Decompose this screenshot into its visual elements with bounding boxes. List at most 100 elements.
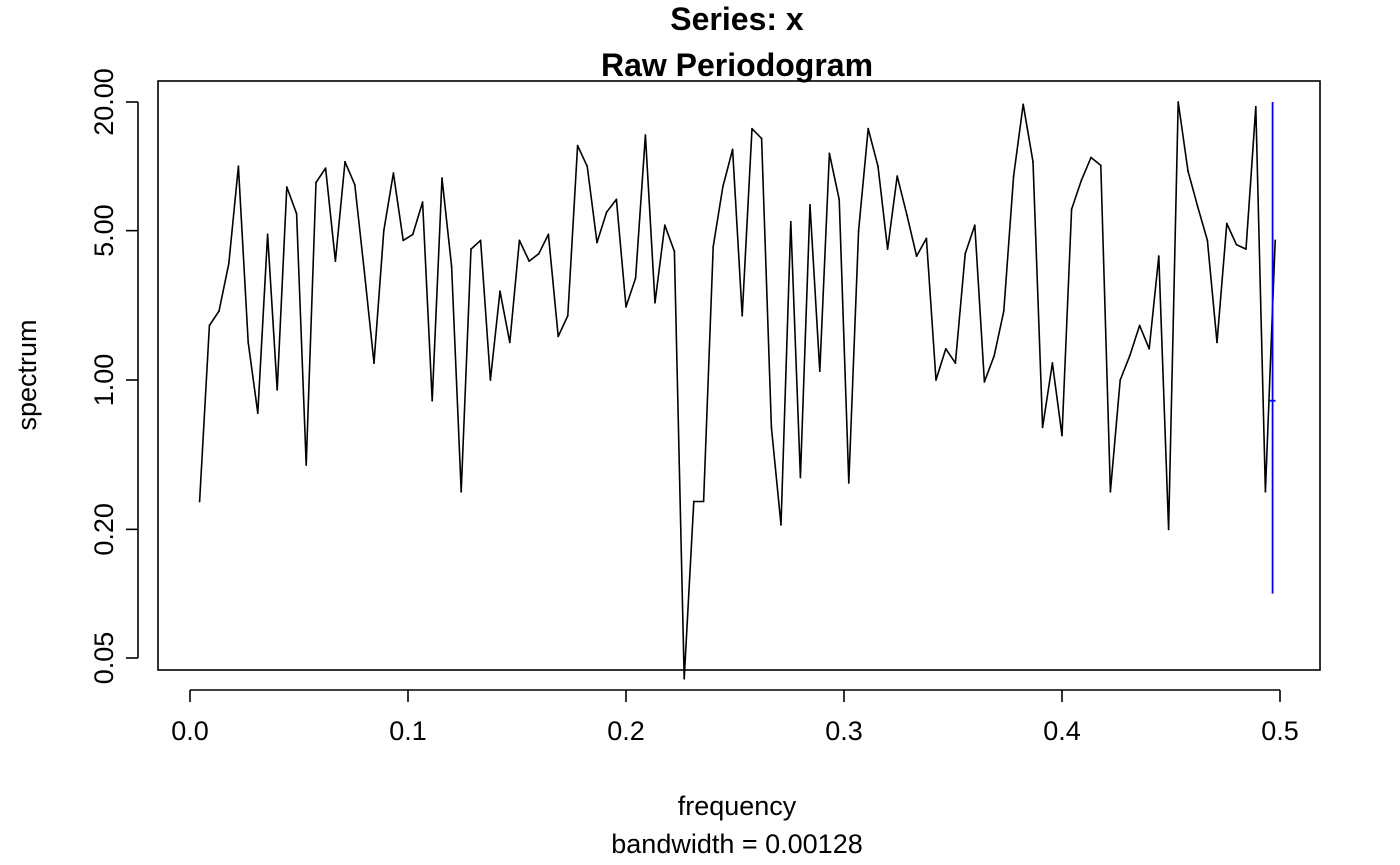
data-point [470,248,472,250]
data-point [411,233,414,236]
y-tick-label: 1.00 [89,354,119,407]
data-point [702,500,705,503]
chart-subtitle: Raw Periodogram [601,47,873,83]
data-point [382,229,385,232]
data-point [528,260,531,263]
data-point [847,481,850,484]
data-point [402,239,405,242]
data-point [692,500,695,503]
data-point [789,220,792,223]
data-point [508,341,511,344]
data-point [1264,490,1267,493]
data-point [1032,160,1034,163]
data-point [489,379,492,381]
data-point [993,354,996,357]
data-point [906,214,908,217]
data-point [285,186,288,188]
data-point [741,314,744,317]
data-point [896,175,899,178]
data-point [770,426,773,429]
confidence-interval-bar [1269,102,1276,594]
data-point [392,172,395,174]
data-point [983,380,986,383]
data-point [964,252,967,255]
x-axis: 0.0 0.1 0.2 0.3 0.4 0.5 [171,689,1299,746]
data-point [1157,255,1160,258]
data-point [373,362,375,364]
data-point [276,388,279,391]
data-point [547,233,550,236]
data-point [596,241,598,244]
data-point [1245,248,1247,250]
data-point [780,523,782,526]
x-tick-label: 0.3 [825,716,863,746]
data-point [1061,434,1063,437]
data-point [421,201,424,204]
y-axis-label: spectrum [12,319,42,430]
data-point [1225,222,1228,225]
data-point [915,255,918,258]
data-point [586,165,589,168]
x-axis-label: frequency [678,791,797,821]
data-point [1187,170,1189,172]
data-point [828,152,831,155]
data-point [237,165,240,168]
data-point [566,314,569,317]
data-point [1254,105,1257,108]
data-point [751,127,753,130]
plot-frame [157,80,1321,671]
data-point [1099,164,1102,167]
data-point [1216,341,1218,344]
data-point [315,181,317,184]
bandwidth-label: bandwidth = 0.00128 [611,829,862,859]
data-point [353,183,356,186]
data-point [295,212,298,215]
chart-title: Series: x [670,1,804,37]
data-point [198,500,201,503]
data-point [1148,347,1151,350]
data-point [760,137,763,140]
y-axis: 0.05 0.20 1.00 5.00 20.00 [89,68,139,685]
data-point [1051,362,1054,364]
data-point [605,211,608,214]
spectrum-series-line [198,101,1276,680]
data-point [460,490,463,493]
data-point [1128,354,1131,357]
data-point [886,248,889,250]
data-point [208,324,211,327]
data-point [625,305,627,308]
data-point [499,290,501,293]
data-point [576,144,579,147]
data-point [712,245,715,248]
data-point [1196,205,1199,208]
data-point [1012,175,1015,178]
data-point [344,160,346,163]
data-point [867,127,870,130]
data-point [838,198,841,201]
data-point [973,224,976,227]
data-point [925,237,928,240]
data-point [1090,156,1092,159]
data-point [954,362,957,364]
x-tick-label: 0.5 [1261,716,1299,746]
data-point [721,186,724,188]
data-point [1002,310,1005,313]
data-point [557,335,560,338]
x-tick-label: 0.1 [389,716,427,746]
data-point [363,271,366,273]
data-point [450,265,453,268]
data-point [935,379,937,381]
data-point [731,148,734,151]
data-point [537,252,540,255]
data-point [1167,528,1170,531]
data-point [334,260,337,263]
data-point [227,262,230,265]
data-point [644,134,647,136]
data-point [857,229,860,232]
data-point [634,277,637,279]
data-point [1177,101,1180,103]
data-point [799,476,802,479]
data-point [431,399,434,402]
y-tick-label: 0.05 [89,632,119,685]
